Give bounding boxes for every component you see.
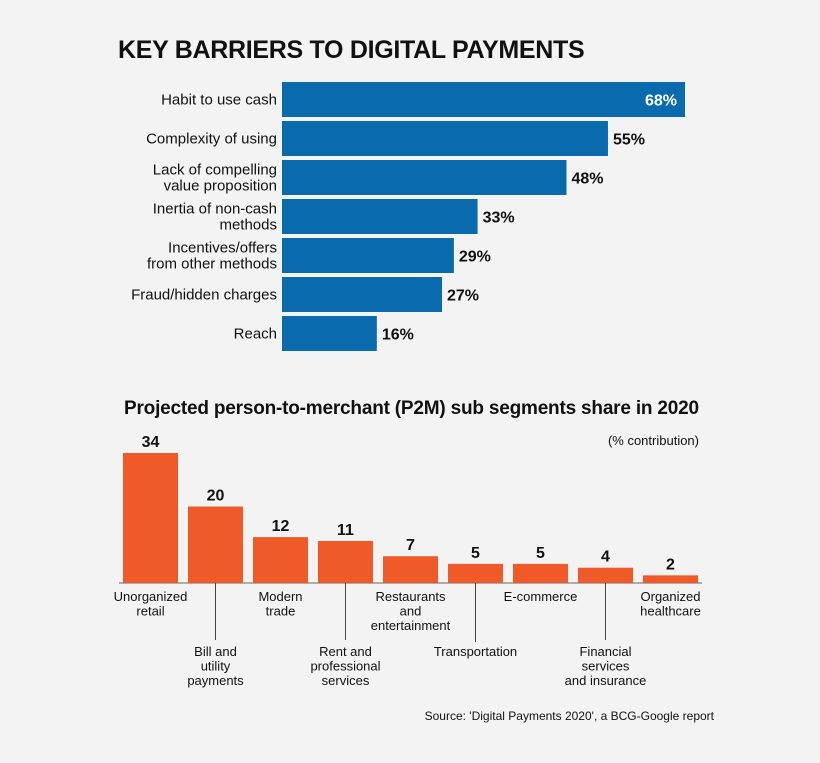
p2m-category-label: Rent and professional services — [310, 644, 380, 688]
source-note: Source: 'Digital Payments 2020', a BCG-G… — [424, 709, 714, 723]
p2m-category-label: Organized healthcare — [640, 589, 701, 619]
barrier-category-label: Complexity of using — [146, 131, 277, 148]
p2m-category-label: E-commerce — [504, 589, 578, 604]
p2m-bar — [188, 506, 243, 583]
barrier-bar — [282, 199, 478, 234]
p2m-value-label: 20 — [207, 488, 225, 505]
p2m-value-label: 5 — [471, 545, 480, 562]
p2m-value-label: 7 — [406, 537, 415, 554]
barrier-category-label: Lack of compelling value proposition — [153, 162, 277, 195]
p2m-bar — [123, 453, 178, 583]
p2m-category-label: Bill and utility payments — [187, 644, 244, 688]
chart-subtitle: Projected person-to-merchant (P2M) sub s… — [124, 398, 699, 419]
page-title: KEY BARRIERS TO DIGITAL PAYMENTS — [118, 36, 585, 64]
barrier-category-label: Incentives/offers from other methods — [147, 240, 277, 273]
p2m-bar — [643, 575, 698, 583]
barrier-bar — [282, 316, 377, 351]
barrier-value-label: 16% — [382, 327, 414, 344]
barriers-bar-chart: Habit to use cash 68% Complexity of using 5… — [131, 82, 685, 351]
barrier-bar — [282, 277, 443, 312]
p2m-value-label: 12 — [272, 518, 290, 535]
barrier-bar — [282, 160, 567, 195]
p2m-value-label: 2 — [666, 556, 675, 573]
p2m-bar — [318, 540, 373, 583]
barrier-category-label: Habit to use cash — [161, 92, 277, 109]
p2m-value-label: 34 — [142, 434, 160, 451]
barrier-value-label: 29% — [459, 249, 491, 266]
p2m-category-label: Modern trade — [258, 589, 302, 619]
p2m-category-label: Unorganized retail — [114, 589, 188, 619]
barrier-value-label: 48% — [571, 171, 603, 188]
p2m-value-label: 4 — [601, 549, 610, 566]
barrier-bar — [282, 121, 608, 156]
barrier-category-label: Fraud/hidden charges — [131, 287, 277, 304]
barrier-bar — [282, 238, 454, 273]
p2m-bar — [513, 563, 568, 583]
p2m-category-label: Restaurants and entertainment — [371, 589, 451, 633]
barrier-value-label: 27% — [447, 288, 479, 305]
p2m-category-label: Transportation — [434, 644, 517, 659]
p2m-bar — [448, 563, 503, 583]
p2m-bar — [383, 556, 438, 583]
p2m-bar — [253, 537, 308, 583]
barrier-category-label: Reach — [234, 326, 277, 343]
p2m-value-label: 5 — [536, 545, 545, 562]
barrier-category-label: Inertia of non-cash methods — [153, 201, 277, 234]
p2m-bar-chart: 34 Unorganized retail 20 Bill and utility paym… — [114, 434, 702, 688]
p2m-category-label: Financial services and insurance — [565, 644, 647, 688]
barrier-value-label: 55% — [613, 132, 645, 149]
barrier-value-label: 68% — [645, 93, 677, 110]
p2m-value-label: 11 — [337, 522, 354, 539]
barrier-value-label: 33% — [483, 210, 515, 227]
barrier-bar — [282, 82, 685, 117]
unit-note: (% contribution) — [607, 433, 699, 448]
p2m-bar — [578, 567, 633, 583]
